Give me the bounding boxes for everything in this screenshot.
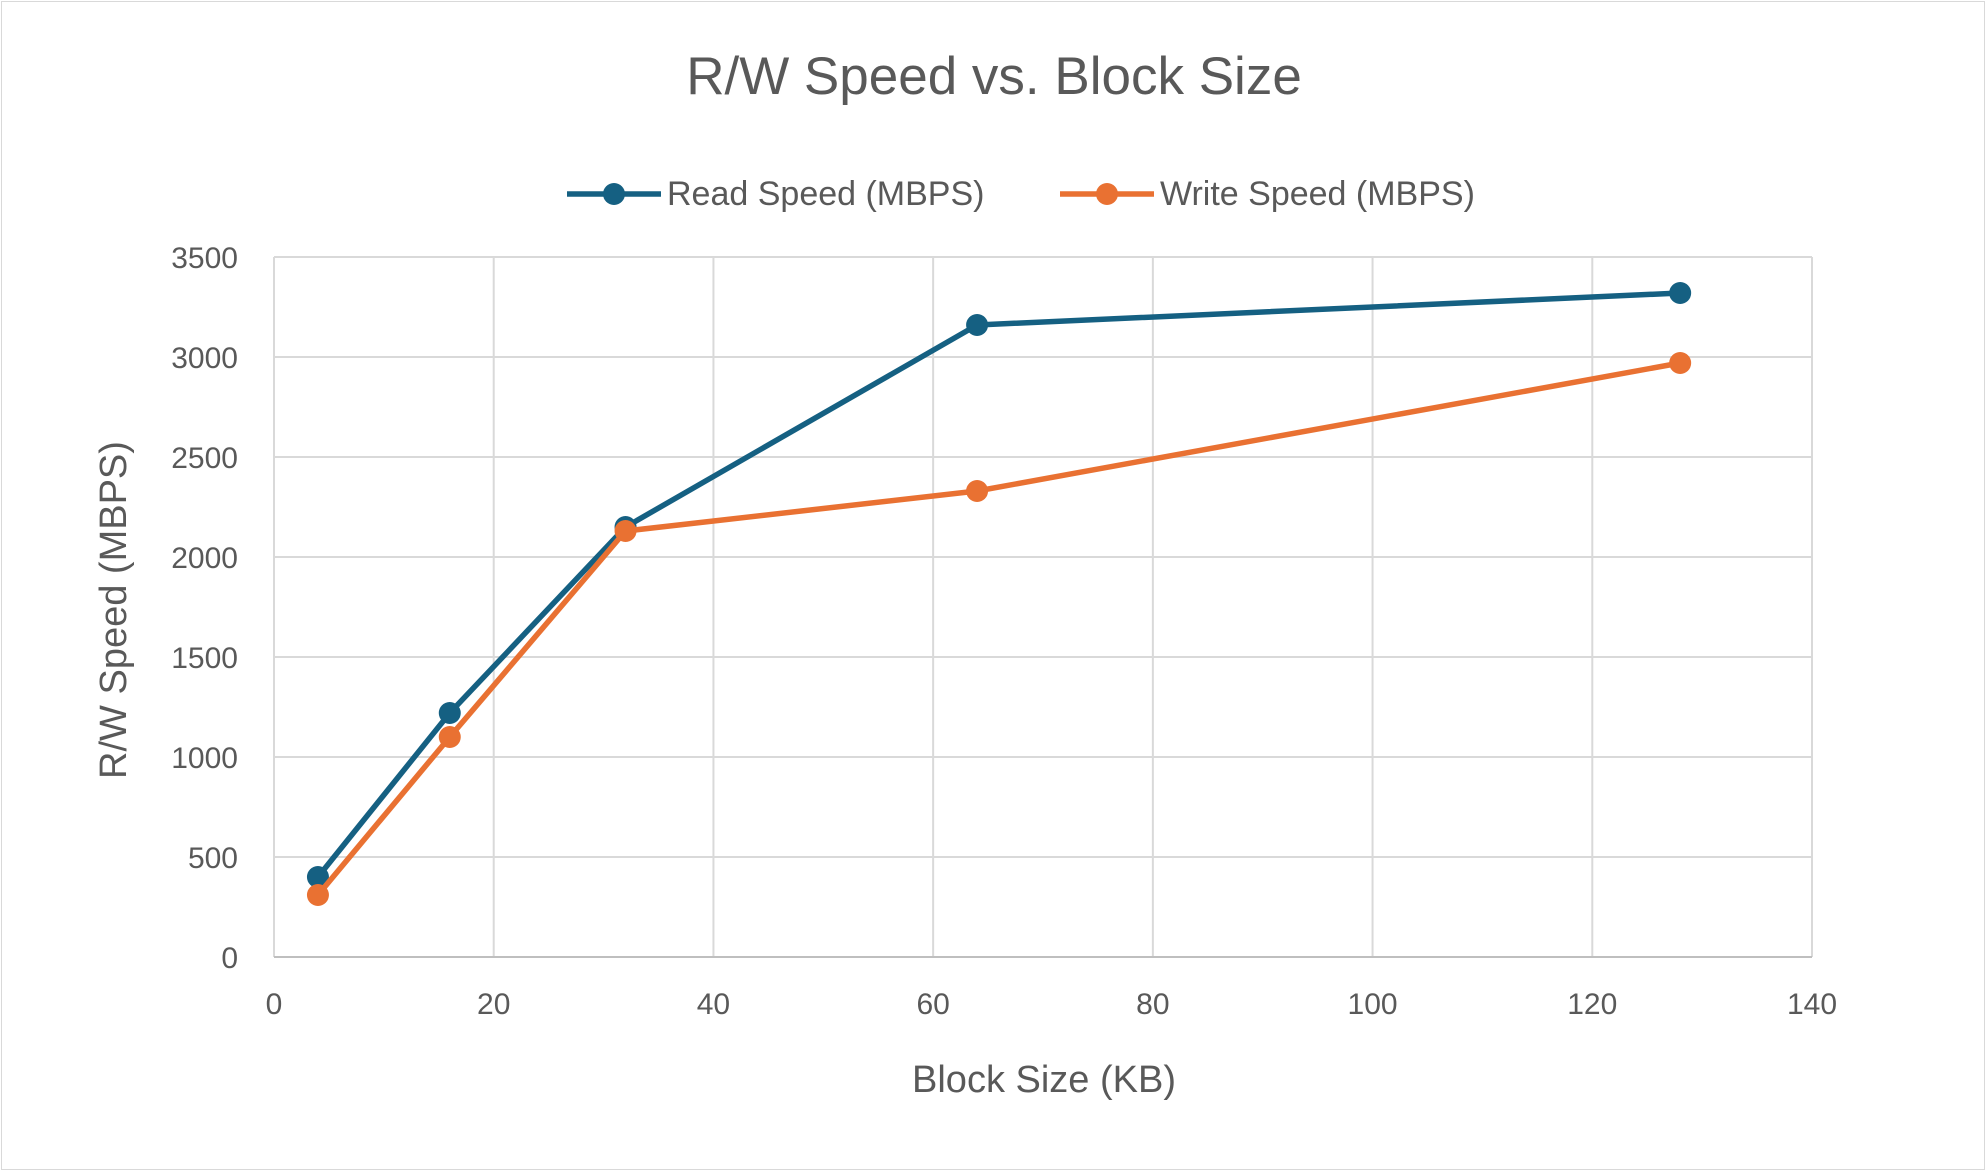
y-tick-label: 500 bbox=[188, 842, 238, 875]
data-point-read bbox=[306, 866, 329, 888]
x-tick-label: 80 bbox=[1136, 988, 1169, 1021]
x-tick-label: 20 bbox=[477, 988, 510, 1021]
legend-label: Write Speed (MBPS) bbox=[1160, 175, 1475, 213]
series-line-read bbox=[315, 290, 1681, 879]
y-tick-label: 3500 bbox=[171, 242, 238, 275]
tick-labels: 0 500 1000 1500 2000 2500 3000 3500 0 20 40 60 80 100… bbox=[171, 242, 1837, 1021]
x-axis-title: Block Size (KB) bbox=[912, 1059, 1176, 1101]
legend-marker-icon bbox=[1096, 183, 1118, 205]
data-point-read bbox=[1669, 282, 1692, 304]
legend-item-read: Read Speed (MBPS) bbox=[567, 175, 985, 213]
x-tick-label: 100 bbox=[1348, 988, 1398, 1021]
data-point-write bbox=[306, 884, 329, 906]
x-tick-label: 0 bbox=[266, 988, 283, 1021]
data-point-write bbox=[1669, 352, 1692, 374]
series-lines bbox=[306, 282, 1692, 906]
series-line-write bbox=[315, 360, 1681, 897]
x-tick-label: 40 bbox=[697, 988, 730, 1021]
y-axis-title: R/W Speed (MBPS) bbox=[93, 441, 135, 779]
data-point-write bbox=[966, 480, 989, 502]
legend-item-write: Write Speed (MBPS) bbox=[1060, 175, 1475, 213]
chart-title: R/W Speed vs. Block Size bbox=[686, 47, 1302, 106]
y-tick-label: 2500 bbox=[171, 442, 238, 475]
data-point-read bbox=[438, 702, 461, 724]
legend-label: Read Speed (MBPS) bbox=[667, 175, 985, 213]
y-tick-label: 1000 bbox=[171, 742, 238, 775]
y-tick-label: 2000 bbox=[171, 542, 238, 575]
y-tick-label: 1500 bbox=[171, 642, 238, 675]
y-tick-label: 0 bbox=[221, 942, 238, 975]
legend: Read Speed (MBPS) Write Speed (MBPS) bbox=[567, 175, 1475, 213]
legend-marker-icon bbox=[603, 183, 625, 205]
data-point-read bbox=[966, 314, 989, 336]
data-point-write bbox=[614, 520, 637, 542]
x-tick-label: 120 bbox=[1567, 988, 1617, 1021]
gridlines bbox=[273, 256, 1813, 958]
x-tick-label: 140 bbox=[1787, 988, 1837, 1021]
y-tick-label: 3000 bbox=[171, 342, 238, 375]
x-tick-label: 60 bbox=[916, 988, 949, 1021]
data-point-write bbox=[438, 726, 461, 748]
